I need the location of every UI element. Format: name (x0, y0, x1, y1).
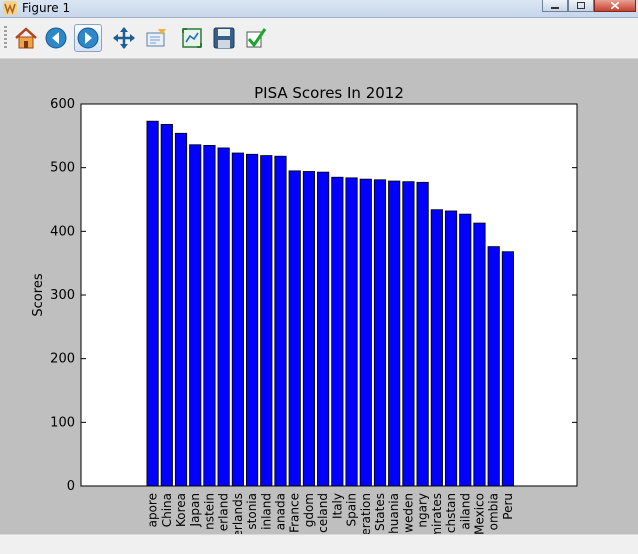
bar (501, 251, 514, 487)
x-tick-label: stonia (245, 493, 259, 530)
back-icon (45, 27, 67, 49)
x-tick-label: France (288, 493, 302, 533)
x-tick-label: eration (359, 493, 373, 534)
bar (231, 152, 244, 487)
x-tick-label: celand (316, 493, 330, 533)
minimize-icon (551, 6, 559, 9)
edit-button[interactable] (242, 24, 270, 52)
y-tick-label: 500 (50, 161, 75, 176)
x-tick-label: Japan (188, 493, 202, 527)
x-tick-label: apore (146, 493, 160, 527)
x-tick-label: weden (401, 493, 415, 533)
bar (288, 170, 301, 487)
window-title: Figure 1 (22, 1, 71, 15)
bar (189, 144, 202, 487)
x-tick-label: China (160, 493, 174, 527)
save-button[interactable] (210, 24, 238, 52)
home-button[interactable] (12, 24, 40, 52)
bar (146, 120, 159, 487)
y-tick-label: 300 (50, 288, 75, 303)
x-tick-label: ailand (458, 493, 472, 530)
bar (487, 246, 500, 487)
maximize-button[interactable] (568, 0, 594, 12)
bar-chart: PISA Scores In 2012 Scores 0 100 200 300 400… (31, 84, 578, 539)
close-button[interactable] (594, 0, 636, 12)
y-tick-label: 400 (50, 224, 75, 239)
x-tick-label: mirates (430, 493, 444, 534)
bar (345, 177, 358, 487)
x-tick-label: ngary (416, 493, 430, 528)
pan-icon (113, 27, 135, 49)
bar (459, 213, 472, 487)
x-tick-label: ombia (487, 493, 501, 530)
bar (430, 209, 443, 487)
bar (359, 178, 372, 487)
pan-button[interactable] (110, 24, 138, 52)
y-tick-label: 600 (50, 97, 75, 112)
bar (245, 153, 259, 487)
y-tick-label: 0 (67, 479, 75, 494)
subplots-button[interactable] (178, 24, 206, 52)
subplots-icon (182, 28, 202, 48)
x-tick-label: huania (387, 493, 401, 534)
x-tick-label: nstein (202, 493, 216, 530)
y-tick-label: 200 (50, 352, 75, 367)
bar (402, 181, 415, 487)
bar (217, 147, 230, 487)
bar (473, 222, 486, 487)
axes-frame (80, 103, 578, 487)
forward-button[interactable] (74, 24, 102, 52)
bar (317, 171, 330, 487)
bar (160, 123, 173, 487)
x-tick-label: inland (259, 493, 273, 530)
toolbar-grip (4, 26, 7, 50)
bar (416, 181, 429, 487)
home-icon (15, 27, 37, 49)
x-tick-label: Italy (330, 493, 344, 519)
bar (274, 155, 287, 487)
x-tick-label: anada (274, 493, 288, 530)
figure-canvas[interactable]: PISA Scores In 2012 Scores 0 100 200 300 400… (0, 59, 638, 539)
bar (373, 179, 387, 487)
bar (388, 180, 401, 487)
x-tick-label: Korea (174, 493, 188, 527)
bar (203, 144, 216, 487)
x-tick-label: gdom (302, 493, 316, 527)
checkmark-icon (246, 28, 267, 48)
close-icon (611, 2, 619, 9)
x-tick-label: chstan (444, 493, 458, 533)
bar (174, 132, 188, 487)
bar (331, 176, 344, 487)
bar (302, 171, 316, 487)
zoom-button[interactable] (142, 24, 170, 52)
bar (444, 210, 458, 487)
y-tick-label: 100 (50, 415, 75, 430)
x-tick-label: erland (217, 493, 231, 531)
bar (260, 155, 273, 487)
x-tick-label: Spain (345, 493, 359, 527)
x-tick-label: Mexico (472, 493, 486, 534)
save-icon (213, 27, 235, 49)
window-controls (542, 0, 636, 12)
y-axis-label: Scores (31, 273, 46, 316)
x-tick-label: States (373, 493, 387, 531)
x-tick-label: erlands (231, 493, 245, 534)
minimize-button[interactable] (542, 0, 568, 12)
app-icon (3, 1, 17, 15)
title-bar: Figure 1 (0, 0, 638, 18)
chart-title: PISA Scores In 2012 (254, 84, 404, 102)
navigation-toolbar (0, 18, 638, 59)
status-bar (0, 534, 638, 554)
back-button[interactable] (42, 24, 70, 52)
forward-icon (77, 27, 99, 49)
x-tick-label: Peru (501, 493, 515, 520)
zoom-icon (146, 29, 166, 47)
maximize-icon (577, 2, 585, 9)
